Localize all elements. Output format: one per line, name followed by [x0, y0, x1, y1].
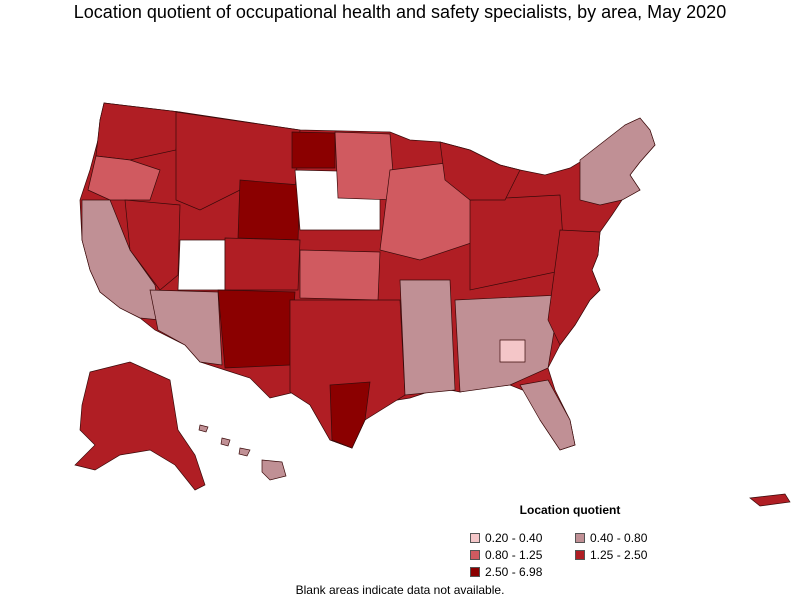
- legend-item: 1.25 - 2.50: [575, 548, 670, 562]
- puerto-rico: [749, 493, 791, 507]
- region-minnesota: [334, 131, 396, 201]
- region-california: [81, 199, 161, 321]
- legend-item: 0.40 - 0.80: [575, 531, 670, 545]
- legend-swatch: [470, 567, 480, 577]
- legend: Location quotient 0.20 - 0.40 0.40 - 0.8…: [470, 503, 670, 579]
- legend-item: 2.50 - 6.98: [470, 565, 575, 579]
- region-nevada: [124, 199, 181, 291]
- region-colorado: [224, 237, 301, 291]
- legend-title: Location quotient: [519, 503, 621, 517]
- legend-grid: 0.20 - 0.40 0.40 - 0.80 0.80 - 1.25 1.25…: [470, 531, 670, 579]
- legend-item: 0.20 - 0.40: [470, 531, 575, 545]
- legend-label: 2.50 - 6.98: [485, 565, 543, 579]
- legend-label: 1.25 - 2.50: [590, 548, 648, 562]
- region-wyoming: [237, 179, 301, 241]
- region-new-england: [579, 117, 656, 206]
- region-mississippi-valley: [399, 279, 456, 396]
- footnote: Blank areas indicate data not available.: [295, 583, 505, 597]
- legend-item: 0.80 - 1.25: [470, 548, 575, 562]
- region-arizona: [149, 289, 223, 366]
- legend-label: 0.40 - 0.80: [590, 531, 648, 545]
- legend-swatch: [575, 533, 585, 543]
- map-title: Location quotient of occupational health…: [73, 2, 727, 22]
- region-north-dakota: [291, 131, 336, 169]
- legend-swatch: [470, 533, 480, 543]
- legend-label: 0.20 - 0.40: [485, 531, 543, 545]
- legend-label: 0.80 - 1.25: [485, 548, 543, 562]
- legend-swatch: [470, 550, 480, 560]
- alaska: [74, 361, 206, 491]
- region-great-lakes: [439, 141, 521, 201]
- contiguous-us: [79, 102, 656, 451]
- region-gulf-coast: [329, 381, 371, 449]
- region-georgia-low: [499, 339, 526, 363]
- region-new-mexico: [217, 289, 296, 369]
- region-oregon: [87, 155, 161, 201]
- region-kansas: [299, 249, 381, 301]
- region-florida: [519, 379, 576, 451]
- hawaii: [198, 424, 287, 481]
- legend-swatch: [575, 550, 585, 560]
- region-pacific-northwest: [95, 102, 181, 161]
- region-atlantic-coast: [547, 229, 601, 346]
- region-utah: [177, 239, 226, 291]
